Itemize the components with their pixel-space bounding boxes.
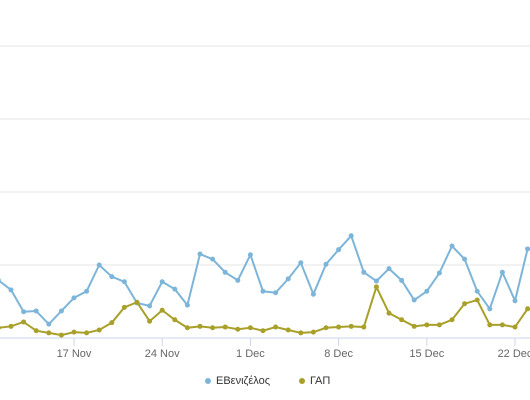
point xyxy=(109,320,115,326)
point xyxy=(109,274,115,280)
point xyxy=(197,323,203,329)
point xyxy=(159,307,165,313)
point xyxy=(449,243,455,249)
point xyxy=(424,322,430,328)
point xyxy=(147,318,153,324)
point xyxy=(411,297,417,303)
point xyxy=(0,325,1,330)
point xyxy=(474,288,480,294)
legend-label: ΓΑΠ xyxy=(310,375,330,387)
point xyxy=(348,323,354,329)
point xyxy=(525,306,530,312)
legend-label: ΕΒενιζέλος xyxy=(216,375,270,387)
point xyxy=(411,323,417,329)
point xyxy=(21,319,27,325)
point xyxy=(8,323,14,329)
point xyxy=(147,303,153,309)
point xyxy=(525,246,530,252)
point xyxy=(323,325,329,331)
point xyxy=(46,330,52,336)
point xyxy=(310,291,316,297)
point xyxy=(285,327,291,333)
point xyxy=(184,302,190,308)
point xyxy=(121,304,127,310)
x-tick-label: 1 Dec xyxy=(236,348,265,360)
point xyxy=(298,260,304,266)
point xyxy=(247,325,253,331)
point xyxy=(310,329,316,335)
point xyxy=(197,251,203,257)
point xyxy=(210,325,216,331)
point xyxy=(172,317,178,323)
point xyxy=(247,252,253,258)
x-tick-label: 15 Dec xyxy=(409,348,444,360)
point xyxy=(84,330,90,336)
legend-marker xyxy=(205,378,211,384)
x-tick-label: 8 Dec xyxy=(324,348,353,360)
point xyxy=(399,317,405,323)
point xyxy=(273,324,279,330)
point xyxy=(373,284,379,290)
point xyxy=(260,288,266,294)
point xyxy=(121,279,127,285)
point xyxy=(0,278,1,283)
point xyxy=(33,328,39,334)
point xyxy=(436,322,442,328)
point xyxy=(462,301,468,307)
point xyxy=(210,256,216,262)
point xyxy=(58,332,64,338)
point xyxy=(436,270,442,276)
point xyxy=(84,288,90,294)
x-tick-label: 22 Dec xyxy=(498,348,530,360)
point xyxy=(348,233,354,239)
point xyxy=(8,287,14,293)
point xyxy=(399,277,405,283)
point xyxy=(285,276,291,282)
point xyxy=(487,306,493,312)
point xyxy=(499,322,505,328)
point xyxy=(96,262,102,268)
point xyxy=(71,295,77,301)
point xyxy=(512,324,518,330)
point xyxy=(96,327,102,333)
point xyxy=(222,324,228,330)
point xyxy=(487,322,493,328)
point xyxy=(336,324,342,330)
point xyxy=(58,308,64,314)
series-line xyxy=(0,233,529,326)
point xyxy=(184,325,190,331)
point xyxy=(386,266,392,272)
point xyxy=(386,310,392,316)
x-tick-label: 17 Nov xyxy=(57,348,92,360)
point xyxy=(474,297,480,303)
point xyxy=(273,290,279,296)
point xyxy=(134,299,140,305)
point xyxy=(361,324,367,330)
legend-marker xyxy=(299,378,305,384)
point xyxy=(298,330,304,336)
point xyxy=(21,309,27,315)
point xyxy=(235,277,241,283)
point xyxy=(373,278,379,284)
point xyxy=(361,269,367,275)
point xyxy=(172,286,178,292)
point xyxy=(46,321,52,327)
point xyxy=(499,269,505,275)
point xyxy=(424,288,430,294)
x-tick-label: 24 Nov xyxy=(145,348,180,360)
point xyxy=(449,317,455,323)
point xyxy=(462,256,468,262)
point xyxy=(235,326,241,332)
point xyxy=(336,247,342,253)
point xyxy=(323,261,329,267)
point xyxy=(33,308,39,314)
point xyxy=(159,279,165,285)
point xyxy=(512,298,518,304)
point xyxy=(222,269,228,275)
point xyxy=(71,329,77,335)
point xyxy=(260,328,266,334)
